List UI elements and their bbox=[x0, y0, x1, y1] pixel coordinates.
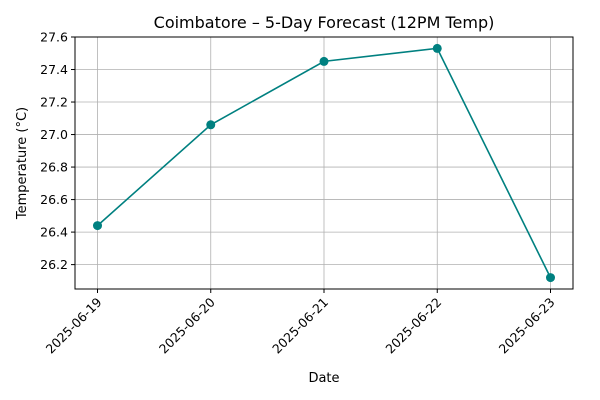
y-axis-ticks: 26.2 26.4 26.6 26.8 27.0 27.2 27.4 27.6 bbox=[40, 30, 75, 272]
data-point-marker bbox=[319, 56, 329, 66]
data-point-marker bbox=[93, 221, 102, 231]
y-tick-label: 27.6 bbox=[40, 30, 68, 45]
x-tick-label: 2025-06-20 bbox=[156, 294, 218, 356]
y-tick-label: 27.0 bbox=[40, 127, 68, 142]
y-tick-label: 26.6 bbox=[40, 192, 68, 207]
series-layer bbox=[93, 43, 555, 283]
x-tick-label: 2025-06-19 bbox=[43, 294, 105, 356]
grid-lines bbox=[75, 36, 573, 289]
chart-title: Coimbatore – 5-Day Forecast (12PM Temp) bbox=[154, 13, 495, 32]
data-point-marker bbox=[546, 273, 555, 283]
y-tick-label: 27.2 bbox=[40, 95, 68, 110]
y-tick-label: 26.8 bbox=[40, 160, 68, 175]
y-tick-label: 26.4 bbox=[40, 225, 68, 240]
y-tick-label: 26.2 bbox=[40, 257, 68, 272]
x-axis-ticks: 2025-06-19 2025-06-20 2025-06-21 2025-06-22… bbox=[43, 289, 558, 356]
data-point-marker bbox=[206, 120, 216, 130]
x-tick-label: 2025-06-21 bbox=[269, 295, 331, 357]
x-axis-title: Date bbox=[308, 371, 339, 386]
y-tick-label: 27.4 bbox=[40, 62, 68, 77]
y-axis-title: Temperature (°C) bbox=[15, 107, 30, 220]
x-tick-label: 2025-06-23 bbox=[496, 295, 558, 357]
data-point-marker bbox=[432, 43, 442, 53]
x-tick-label: 2025-06-22 bbox=[382, 295, 444, 357]
